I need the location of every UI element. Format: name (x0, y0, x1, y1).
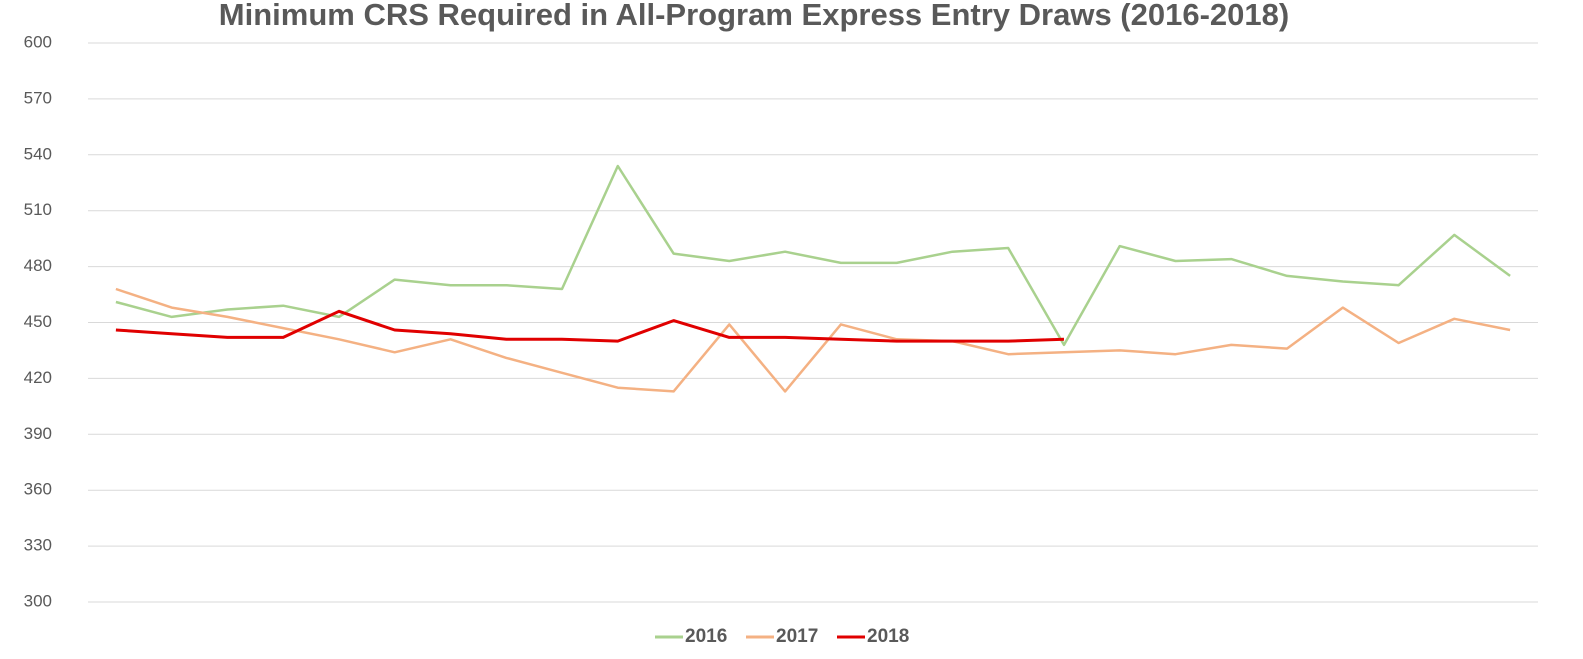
legend-label: 2017 (776, 626, 818, 647)
line-series (115, 164, 1511, 347)
y-tick-label: 300 (24, 591, 52, 610)
y-tick-label: 600 (24, 32, 52, 51)
y-tick-label: 330 (24, 536, 52, 555)
y-tick-label: 480 (24, 256, 52, 275)
legend-label: 2016 (685, 626, 727, 647)
line-series (115, 287, 1511, 393)
y-tick-label: 510 (24, 200, 52, 219)
y-tick-label: 540 (24, 144, 52, 163)
y-tick-label: 570 (24, 88, 52, 107)
y-tick-label: 450 (24, 312, 52, 331)
chart-title: Minimum CRS Required in All-Program Expr… (219, 0, 1289, 32)
line-series (115, 309, 1065, 343)
y-tick-label: 360 (24, 480, 52, 499)
y-tick-label: 420 (24, 368, 52, 387)
legend-label: 2018 (867, 626, 909, 647)
y-tick-label: 390 (24, 424, 52, 443)
